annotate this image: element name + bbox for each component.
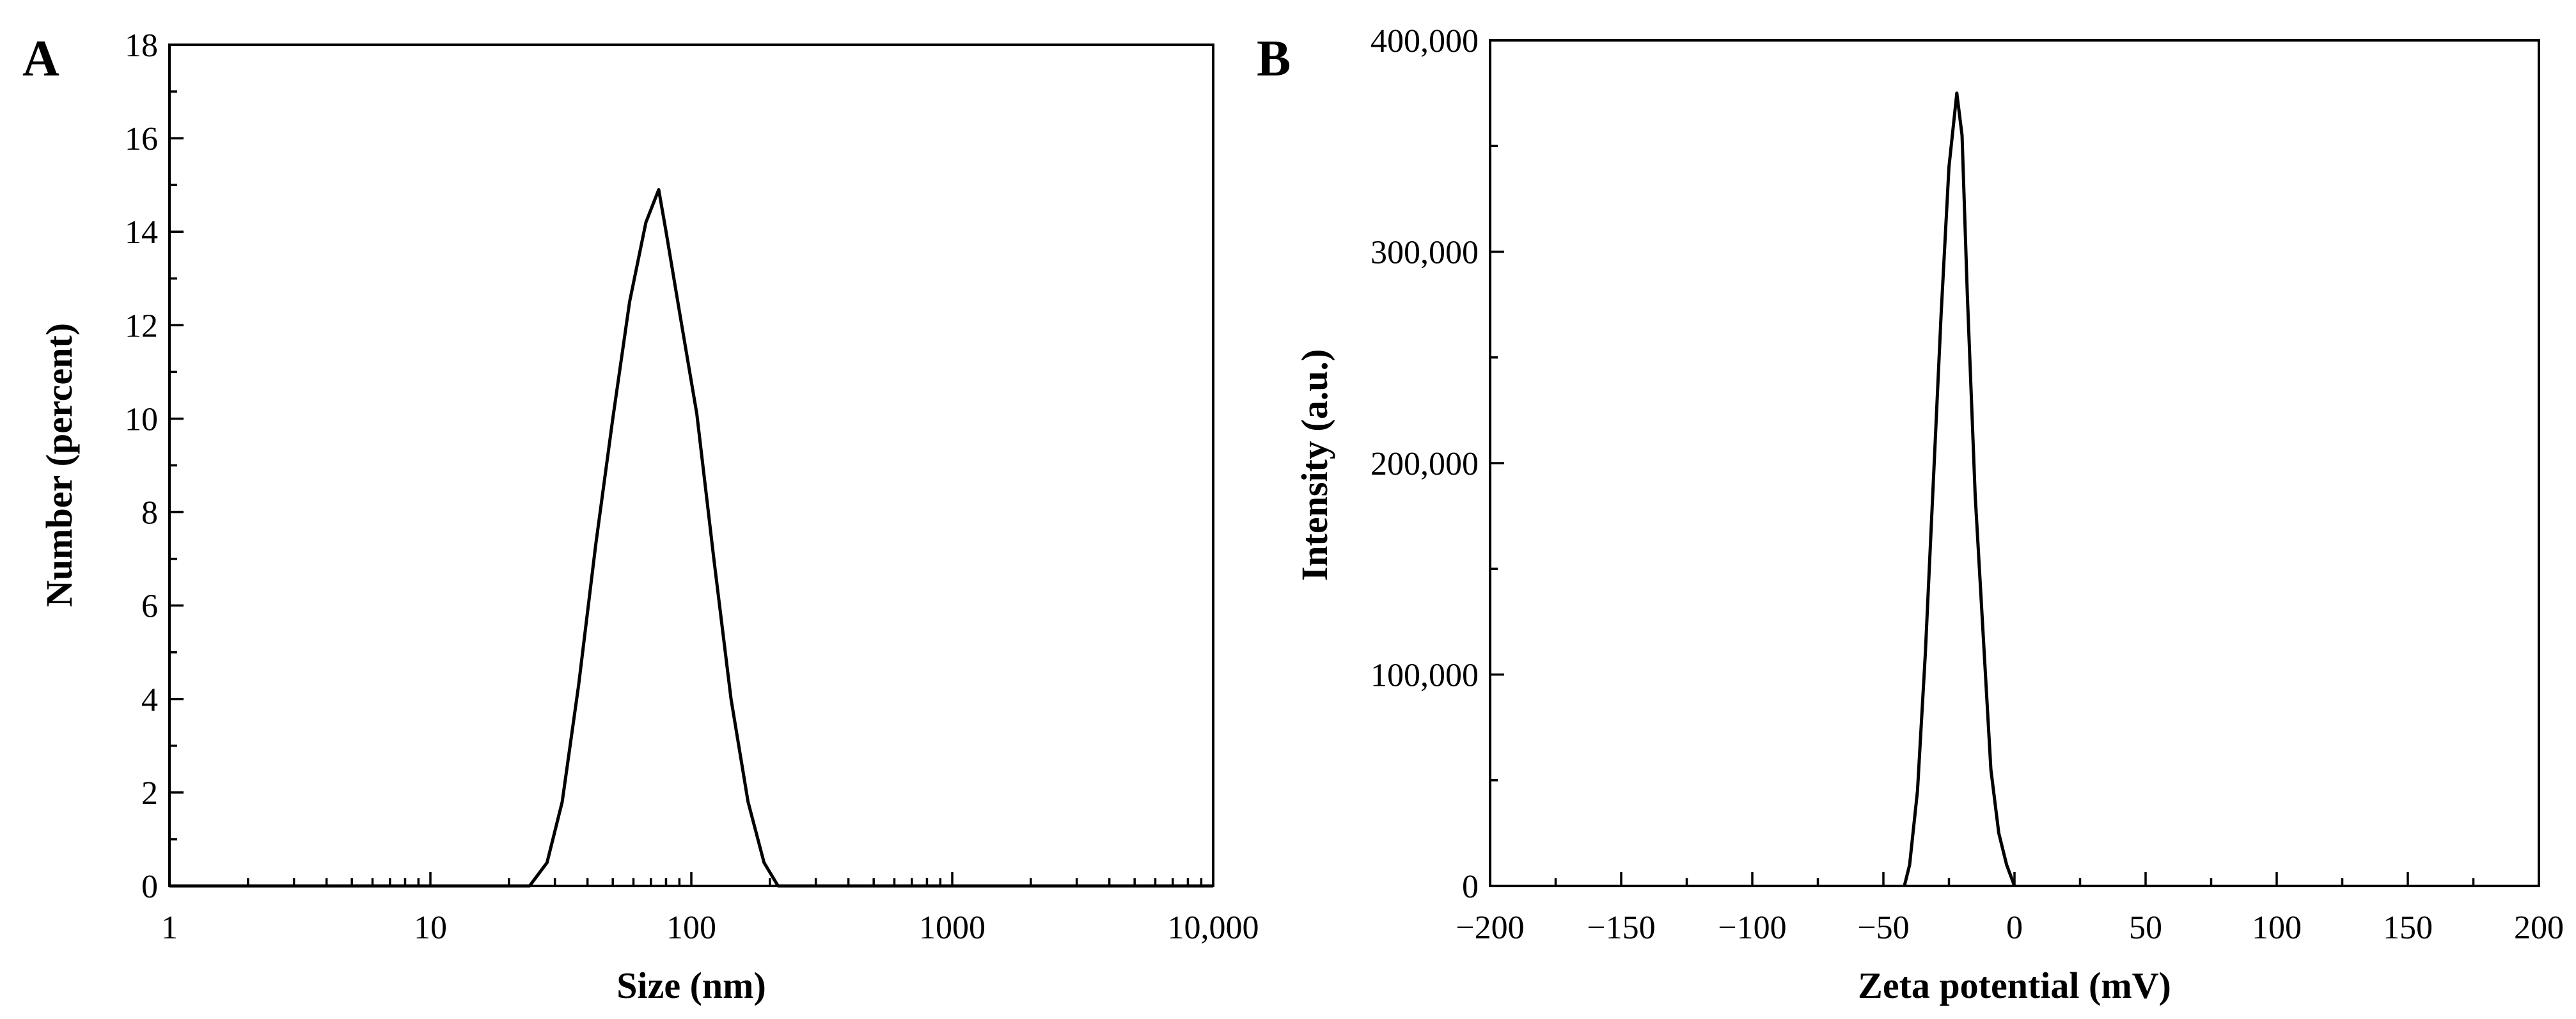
panel-a-series-line [169,188,1213,888]
y-tick-label: 18 [125,28,158,64]
panel-a-x-tick-labels: 1 10 100 1000 10,000 [161,910,1259,946]
y-tick-label: 0 [1462,869,1479,905]
x-tick-label: 0 [2006,910,2023,946]
x-tick-label: 10,000 [1168,910,1259,946]
y-tick-label: 8 [141,495,158,532]
panel-b-x-tick-labels: −200 −150 −100 −50 0 50 100 150 200 [1456,910,2564,946]
panel-b-x-axis-label: Zeta potential (mV) [1858,965,2171,1006]
x-tick-label: −200 [1456,910,1524,946]
y-tick-label: 10 [125,401,158,438]
y-tick-label: 100,000 [1370,658,1479,694]
panel-a-chart: A 0 2 4 6 8 10 12 14 16 18 1 10 100 1000 10,000 Size … [22,28,1259,1006]
panel-b-chart: B 0 100,000 200,000 300,000 400,000 −200 −150… [1257,23,2564,1006]
y-tick-label: 300,000 [1370,235,1479,271]
y-tick-label: 200,000 [1370,446,1479,482]
panel-a-y-tick-labels: 0 2 4 6 8 10 12 14 16 18 [125,28,158,905]
panel-b-y-tick-labels: 0 100,000 200,000 300,000 400,000 [1370,23,1479,905]
panel-b-y-axis-label: Intensity (a.u.) [1294,349,1335,581]
x-tick-label: 100 [2252,910,2302,946]
x-tick-label: 100 [666,910,716,946]
x-tick-label: −50 [1857,910,1909,946]
panel-a-ticks [168,43,1214,887]
x-tick-label: −100 [1718,910,1786,946]
panel-b-label: B [1257,31,1291,87]
y-tick-label: 6 [141,588,158,625]
panel-b-plot-frame [1489,39,2540,887]
x-tick-label: 50 [2129,910,2162,946]
x-tick-label: 150 [2383,910,2433,946]
y-tick-label: 14 [125,214,158,251]
panel-a-plot-frame [168,43,1214,887]
panel-a-x-axis-label: Size (nm) [617,965,766,1006]
x-tick-label: 200 [2514,910,2564,946]
panel-b-series-line [1903,91,2016,887]
x-tick-label: 10 [414,910,447,946]
y-tick-label: 12 [125,308,158,344]
y-tick-label: 16 [125,121,158,157]
panel-a-y-axis-label: Number (percent) [38,323,80,607]
y-tick-label: 2 [141,775,158,812]
x-tick-label: 1000 [919,910,986,946]
x-tick-label: 1 [161,910,178,946]
x-tick-label: −150 [1587,910,1655,946]
y-tick-label: 400,000 [1370,23,1479,59]
panel-b-ticks [1489,39,2540,887]
y-tick-label: 0 [141,869,158,905]
y-tick-label: 4 [141,682,158,718]
panel-a-label: A [22,31,59,87]
